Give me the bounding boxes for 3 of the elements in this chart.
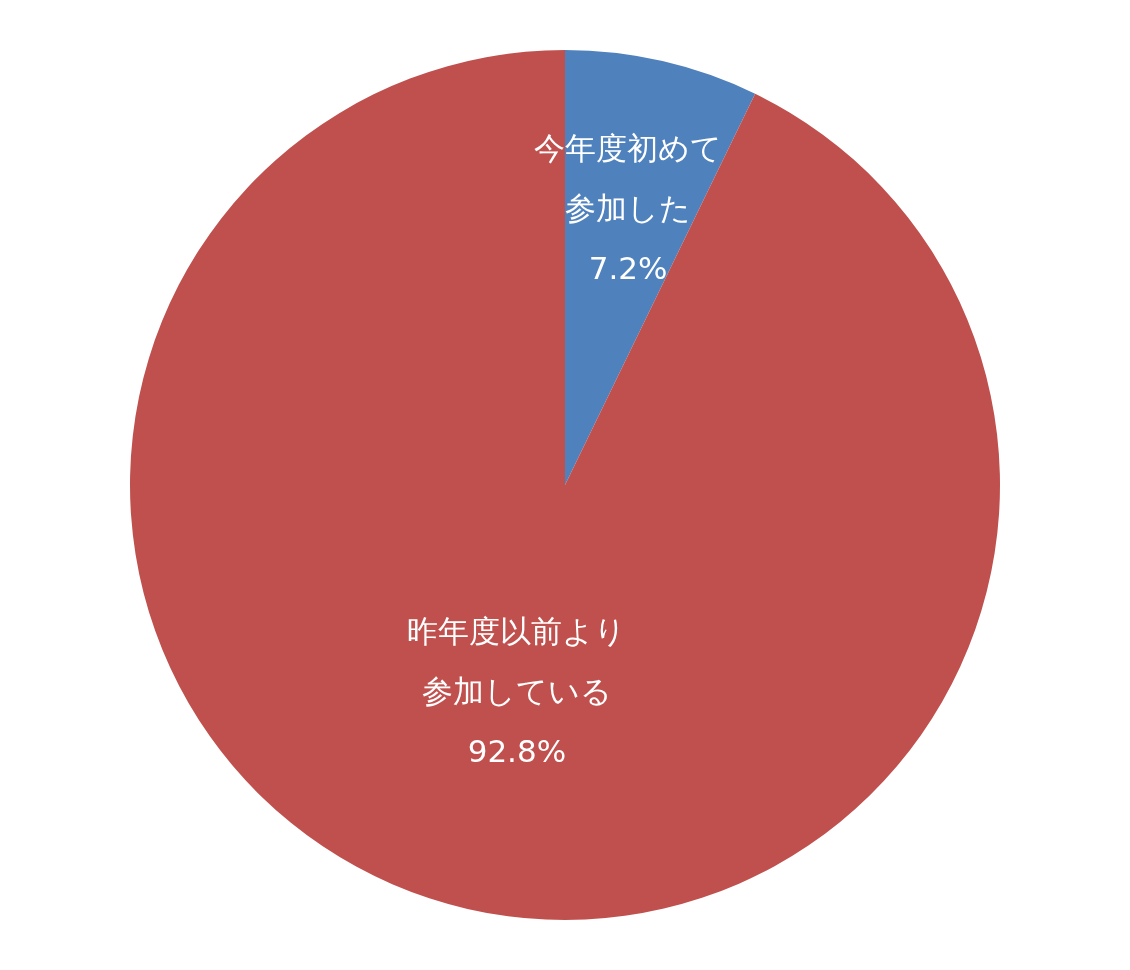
data-label: 7.2% <box>588 249 668 286</box>
slice-label: 昨年度以前より参加している <box>407 613 627 710</box>
data-label: 92.8% <box>467 733 567 770</box>
